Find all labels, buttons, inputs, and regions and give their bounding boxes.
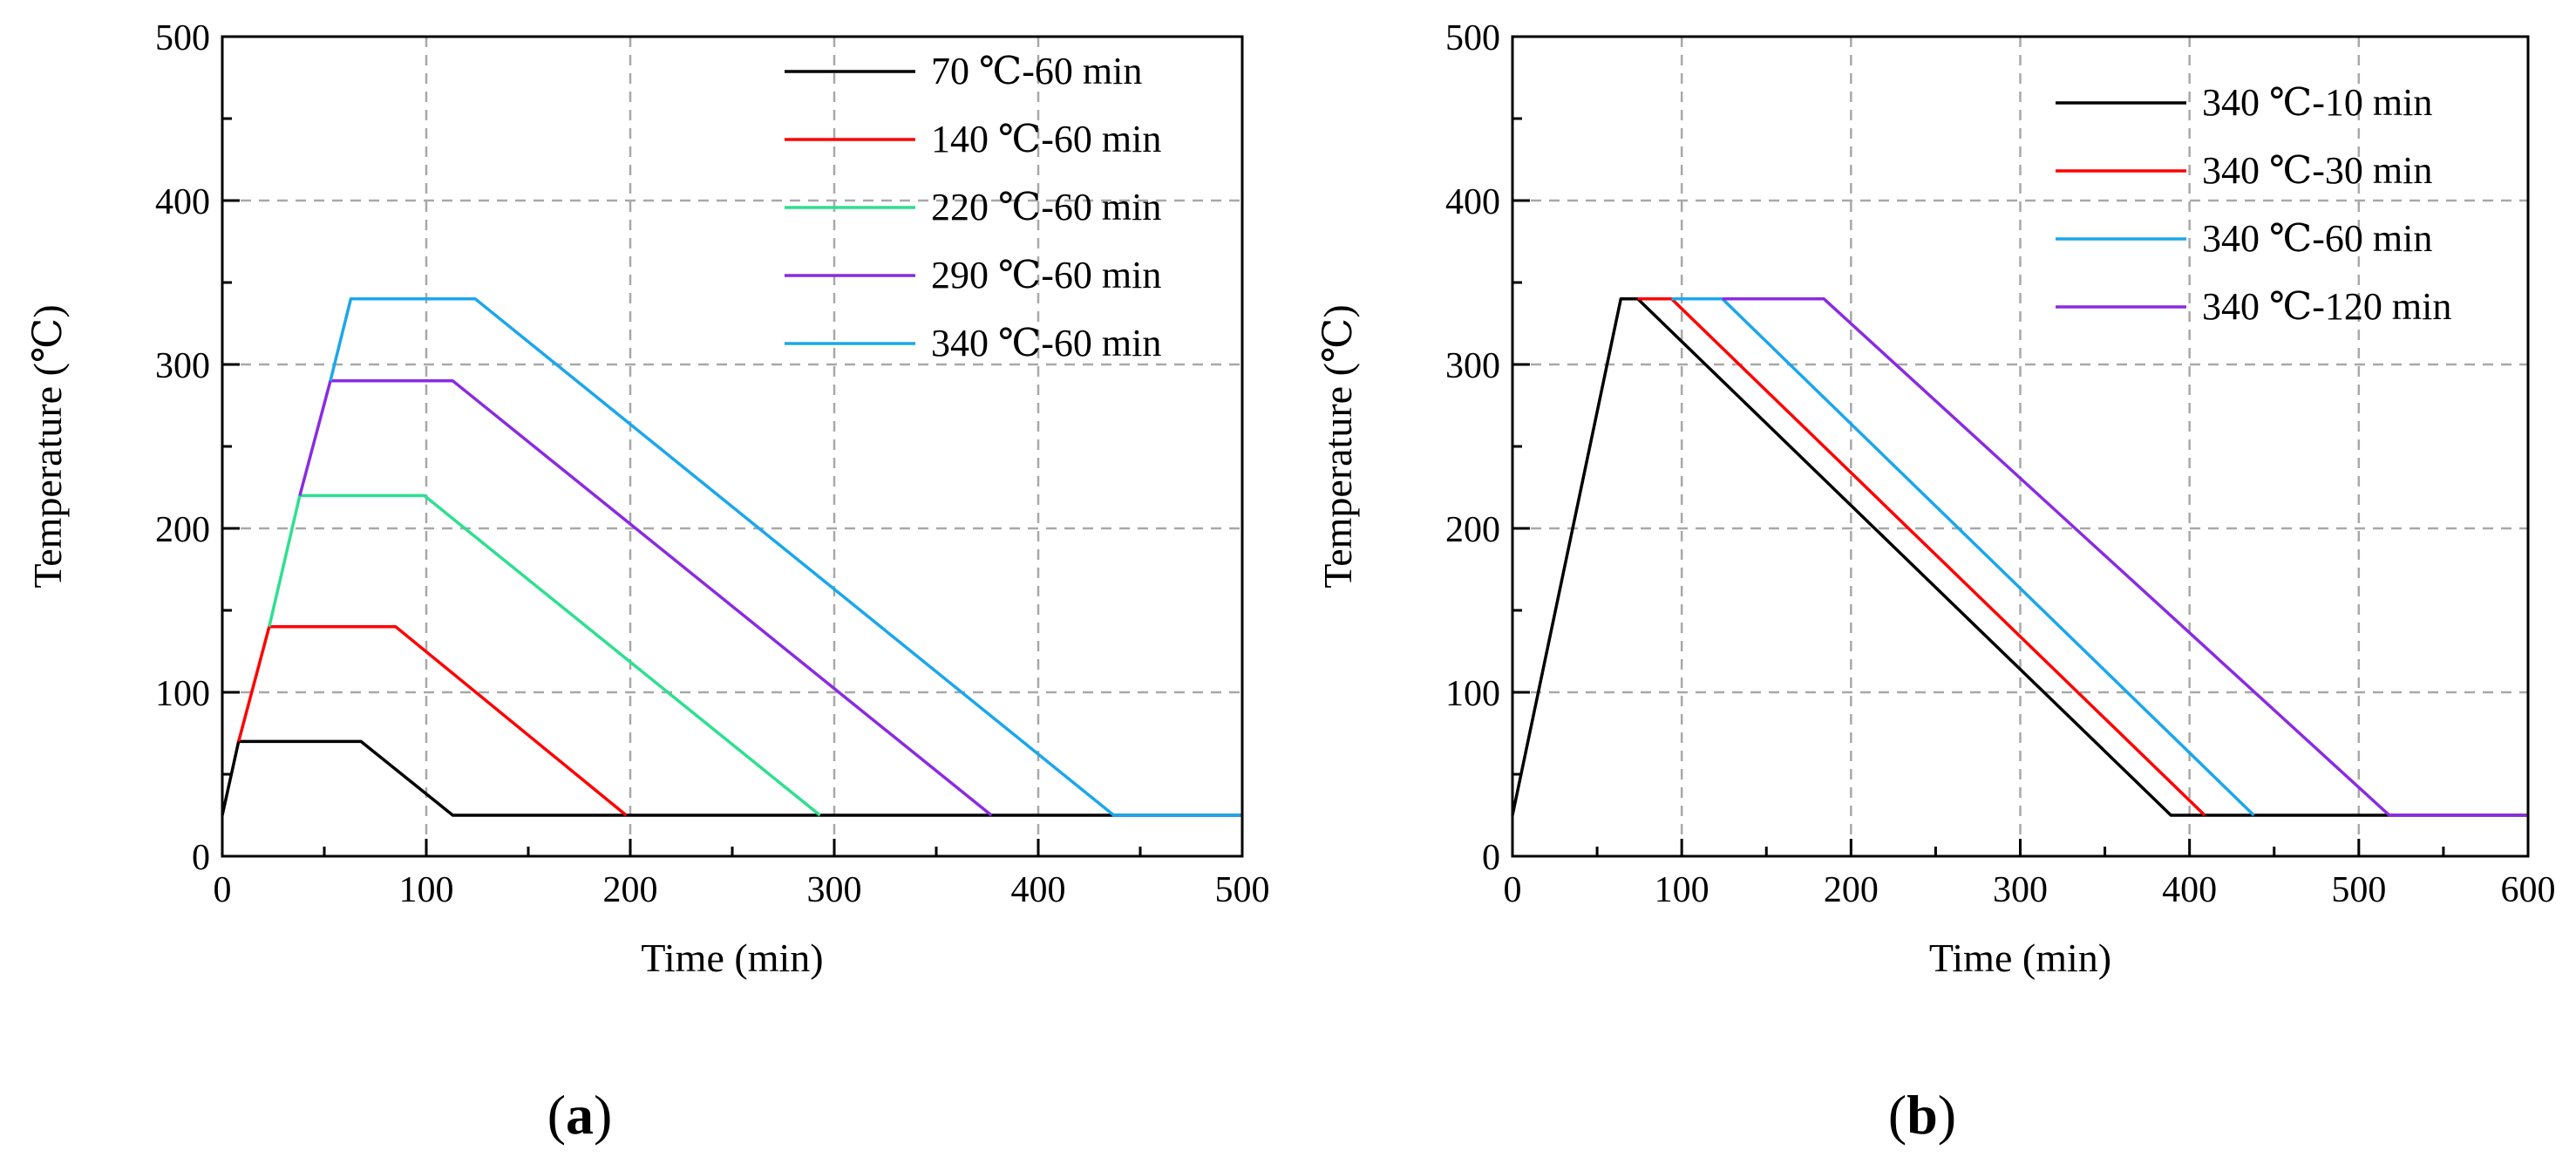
panel-b-x-tick-label: 400 xyxy=(2162,870,2217,910)
panel-a-y-tick-label: 200 xyxy=(155,510,210,550)
panel-b-panel-label: (b) xyxy=(1888,1084,1956,1146)
panel-b-x-tick-label: 500 xyxy=(2331,870,2386,910)
panel-a-y-tick-label: 400 xyxy=(155,182,210,222)
panel-b-legend: 340 ℃-10 min 340 ℃-30 min 340 ℃-60 min 340 … xyxy=(2056,81,2451,328)
panel-b-y-tick-label: 100 xyxy=(1445,674,1500,714)
panel-b-x-axis-title: Time (min) xyxy=(1929,936,2111,980)
panel-a-series-line-4 xyxy=(298,379,993,817)
panel-b-chart: 0 100 200 300 400 500 600 0 100 200 300 400 500 Time … xyxy=(1315,18,2556,1146)
panel-a-y-tick-label: 500 xyxy=(155,18,210,58)
panel-b-y-axis-title: Temperature (℃) xyxy=(1315,304,1360,588)
panel-a-x-tick-label: 100 xyxy=(399,870,454,910)
panel-a-panel-label-part: ( xyxy=(547,1084,566,1146)
panel-b-x-tick-label: 600 xyxy=(2501,870,2556,910)
panel-a-x-axis-title: Time (min) xyxy=(641,936,823,980)
panel-a-y-axis-title: Temperature (℃) xyxy=(25,304,70,588)
panel-b-legend-label-2: 340 ℃-30 min xyxy=(2202,149,2432,192)
panel-a-series-line-5 xyxy=(329,297,1242,817)
panel-a-x-tick-label: 0 xyxy=(214,870,232,910)
panel-b-y-tick-label: 300 xyxy=(1445,346,1500,386)
panel-b-y-tick-label: 500 xyxy=(1445,18,1500,58)
panel-a-series-line-2 xyxy=(237,625,628,817)
panel-a-legend: 70 ℃-60 min 140 ℃-60 min 220 ℃-60 min 290 ℃… xyxy=(785,50,1161,364)
panel-b-legend-label-3: 340 ℃-60 min xyxy=(2202,217,2432,260)
panel-a-x-tick-label: 400 xyxy=(1011,870,1066,910)
panel-b-panel-label-part: ( xyxy=(1888,1084,1907,1146)
panel-b-series-line-4 xyxy=(1722,297,2528,817)
panel-a-panel-label-part: ) xyxy=(594,1084,612,1146)
panel-a-series-line-3 xyxy=(268,494,821,817)
panel-a-legend-label-3: 220 ℃-60 min xyxy=(931,186,1161,228)
panel-a-y-tick-label: 100 xyxy=(155,674,210,714)
panel-b-x-tick-label: 300 xyxy=(1993,870,2048,910)
panel-b-x-tick-label: 200 xyxy=(1824,870,1879,910)
panel-a-legend-label-4: 290 ℃-60 min xyxy=(931,254,1161,296)
panel-a-x-tick-label: 500 xyxy=(1215,870,1270,910)
panel-b-y-tick-label: 0 xyxy=(1482,838,1500,878)
panel-a-legend-label-2: 140 ℃-60 min xyxy=(931,118,1161,160)
panel-a-x-tick-label: 300 xyxy=(807,870,862,910)
panel-a-series-line-1 xyxy=(221,739,1242,817)
panel-b-legend-label-1: 340 ℃-10 min xyxy=(2202,81,2432,124)
panel-a-panel-label: (a) xyxy=(547,1084,613,1146)
panel-a-legend-label-5: 340 ℃-60 min xyxy=(931,322,1161,364)
panel-a-y-tick-label: 300 xyxy=(155,346,210,386)
panel-a-x-tick-label: 200 xyxy=(603,870,658,910)
panel-b-panel-label-part: ) xyxy=(1938,1084,1956,1146)
panel-b-legend-label-4: 340 ℃-120 min xyxy=(2202,285,2451,328)
panel-a-panel-label-part: a xyxy=(566,1084,594,1146)
panel-a-chart: 0 100 200 300 400 500 0 100 200 300 400 500 Time (mi… xyxy=(25,18,1270,1146)
panel-b-y-tick-label: 200 xyxy=(1445,510,1500,550)
panel-b-x-tick-label: 100 xyxy=(1655,870,1709,910)
panel-a-legend-label-1: 70 ℃-60 min xyxy=(931,50,1142,92)
panel-b-y-tick-label: 400 xyxy=(1445,182,1500,222)
panel-a-plot-area xyxy=(222,37,1242,856)
panel-a-y-tick-label: 0 xyxy=(192,838,210,878)
panel-b-panel-label-part: b xyxy=(1907,1084,1938,1146)
panel-b-x-tick-label: 0 xyxy=(1504,870,1522,910)
